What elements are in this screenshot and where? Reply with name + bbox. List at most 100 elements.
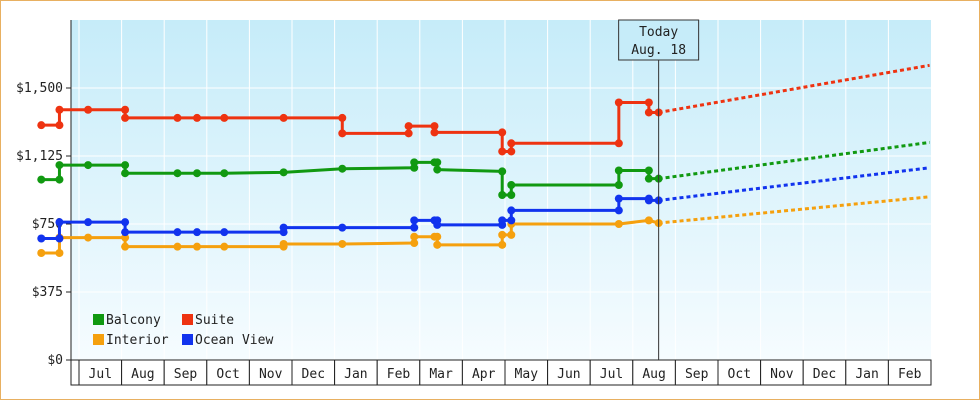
legend-label: Ocean View xyxy=(195,333,273,348)
data-point xyxy=(55,249,64,258)
grid xyxy=(71,20,931,360)
x-tick-label: Aug xyxy=(642,367,665,382)
data-point xyxy=(121,113,130,122)
x-axis-cell xyxy=(248,359,293,386)
data-point xyxy=(410,216,419,225)
data-point xyxy=(433,165,442,174)
data-point xyxy=(614,220,623,228)
data-point xyxy=(55,175,64,184)
legend-label: Interior xyxy=(106,333,169,348)
data-point xyxy=(55,234,64,243)
x-tick-label: Jan xyxy=(855,367,878,382)
data-point xyxy=(614,139,623,148)
data-point xyxy=(644,174,653,183)
legend-swatch xyxy=(182,334,193,345)
legend-swatch xyxy=(182,314,193,325)
data-point xyxy=(338,223,347,232)
data-point xyxy=(404,122,413,131)
data-point xyxy=(498,240,507,249)
x-tick-label: May xyxy=(515,367,539,382)
data-point xyxy=(644,108,653,117)
data-point xyxy=(173,242,182,251)
x-axis-cell xyxy=(589,359,634,386)
x-tick-label: Jul xyxy=(600,367,623,382)
data-point xyxy=(498,230,507,239)
x-tick-label: Nov xyxy=(259,367,283,382)
y-tick-label: $1,500 xyxy=(16,81,63,96)
data-point xyxy=(498,190,507,199)
data-point xyxy=(55,121,64,130)
x-tick-label: Jan xyxy=(344,367,367,382)
data-point xyxy=(430,122,439,131)
x-tick-label: Apr xyxy=(472,367,496,382)
data-point xyxy=(121,169,130,178)
legend: Balcony Suite Interior Ocean View xyxy=(93,313,273,348)
data-point xyxy=(410,232,419,241)
legend-label: Balcony xyxy=(106,313,161,328)
x-tick-label: Nov xyxy=(770,367,794,382)
data-point xyxy=(279,113,288,122)
y-tick-label: $750 xyxy=(32,217,63,232)
y-tick-label: $0 xyxy=(47,353,63,368)
data-point xyxy=(507,139,516,148)
data-point xyxy=(498,167,507,176)
data-point xyxy=(193,242,202,251)
x-axis-cell xyxy=(632,359,676,386)
x-axis-cell xyxy=(291,359,336,386)
data-point xyxy=(55,218,64,227)
today-date-label: Aug. 18 xyxy=(631,43,686,58)
data-point xyxy=(193,169,202,178)
data-point xyxy=(193,113,202,122)
data-point xyxy=(644,196,653,205)
data-point xyxy=(614,194,623,203)
data-point xyxy=(614,206,623,215)
x-axis-cell xyxy=(163,359,208,386)
today-box xyxy=(618,19,700,61)
data-point xyxy=(644,166,653,175)
legend-swatch xyxy=(93,314,104,325)
data-point xyxy=(507,206,516,215)
x-tick-label: Dec xyxy=(813,367,836,382)
data-point xyxy=(644,216,653,225)
forecast-line xyxy=(658,140,930,181)
data-point xyxy=(433,220,442,229)
data-point xyxy=(614,166,623,175)
series-ocean-view xyxy=(37,166,930,243)
data-point xyxy=(193,228,202,237)
x-tick-label: Feb xyxy=(387,367,411,382)
series-balcony xyxy=(37,140,930,199)
data-point xyxy=(279,239,288,248)
data-point xyxy=(37,249,46,258)
data-point xyxy=(433,158,442,167)
data-point xyxy=(220,228,229,237)
data-point xyxy=(84,218,93,227)
today-marker: Today Aug. 18 xyxy=(618,19,700,360)
legend-swatch xyxy=(93,334,104,345)
forecast-line xyxy=(658,63,930,114)
data-point xyxy=(121,161,130,170)
x-axis-cell xyxy=(887,359,932,386)
data-point xyxy=(614,98,623,107)
data-point xyxy=(338,129,347,138)
x-axis-cell xyxy=(78,359,123,386)
data-point xyxy=(121,218,130,227)
forecast-line xyxy=(658,166,930,202)
x-axis-cell xyxy=(121,359,165,386)
data-point xyxy=(404,129,413,138)
data-point xyxy=(644,98,653,107)
data-point xyxy=(121,105,130,114)
y-tick-label: $1,125 xyxy=(16,149,63,164)
data-point xyxy=(84,161,93,170)
x-tick-label: Aug xyxy=(131,367,154,382)
data-point xyxy=(410,239,419,248)
data-point xyxy=(84,105,93,114)
data-point xyxy=(37,175,46,184)
data-point xyxy=(433,232,442,241)
x-axis-cell xyxy=(802,359,847,386)
series-interior xyxy=(37,195,930,258)
x-tick-label: Oct xyxy=(728,367,751,382)
x-axis-cell xyxy=(760,359,804,386)
data-point xyxy=(338,239,347,248)
data-point xyxy=(507,216,516,225)
